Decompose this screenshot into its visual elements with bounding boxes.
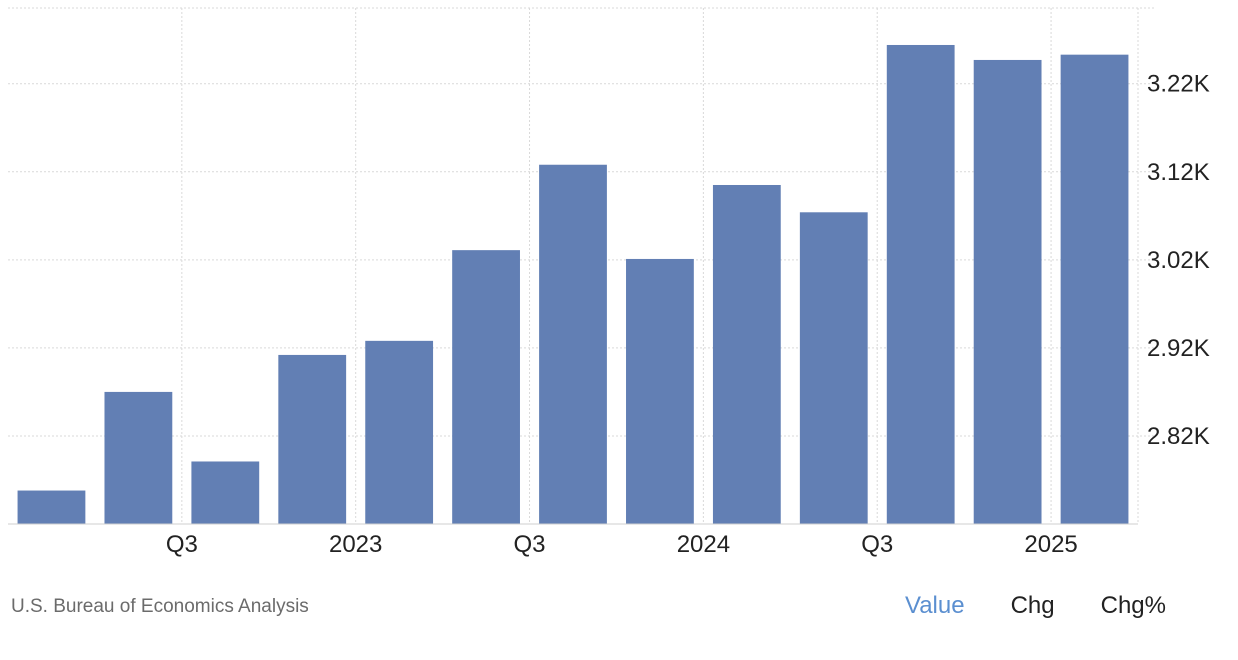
bar[interactable] — [191, 461, 260, 524]
bars — [17, 44, 1129, 525]
bar[interactable] — [1060, 54, 1129, 524]
x-tick-label: 2023 — [329, 531, 382, 558]
y-tick-label: 3.02K — [1147, 247, 1210, 274]
y-tick-label: 2.92K — [1147, 335, 1210, 362]
bar[interactable] — [973, 59, 1042, 525]
x-tick-label: Q3 — [514, 531, 546, 558]
bar[interactable] — [278, 354, 347, 524]
y-tick-label: 3.12K — [1147, 159, 1210, 186]
tab-value[interactable]: Value — [904, 592, 965, 619]
tab-chg[interactable]: Chg — [1010, 592, 1055, 619]
y-tick-label: 2.82K — [1147, 423, 1210, 450]
view-tabs: Value Chg Chg% — [859, 592, 1166, 620]
bar[interactable] — [626, 258, 694, 524]
bar[interactable] — [452, 250, 520, 524]
bar[interactable] — [104, 391, 173, 524]
x-axis-ticks: Q3 2023 Q3 2024 Q3 2025 — [166, 531, 1078, 558]
bar[interactable] — [365, 340, 434, 524]
source-label: U.S. Bureau of Economics Analysis — [11, 596, 309, 617]
tab-chg-percent[interactable]: Chg% — [1100, 592, 1166, 619]
y-axis-ticks: 2.82K 2.92K 3.02K 3.12K 3.22K — [1147, 71, 1210, 450]
bar[interactable] — [17, 490, 86, 524]
bar[interactable] — [799, 212, 868, 524]
x-tick-label: Q3 — [166, 531, 198, 558]
bar[interactable] — [712, 184, 781, 525]
bar[interactable] — [539, 164, 607, 525]
y-tick-label: 3.22K — [1147, 71, 1210, 98]
bar[interactable] — [886, 44, 955, 524]
chart-footer: U.S. Bureau of Economics Analysis Value … — [0, 580, 1238, 640]
bar-chart: Q3 2023 Q3 2024 Q3 2025 2.82K 2.92K 3.02K 3.12K 3… — [8, 7, 1210, 558]
x-tick-label: 2025 — [1024, 531, 1077, 558]
x-tick-label: 2024 — [677, 531, 730, 558]
x-tick-label: Q3 — [861, 531, 893, 558]
